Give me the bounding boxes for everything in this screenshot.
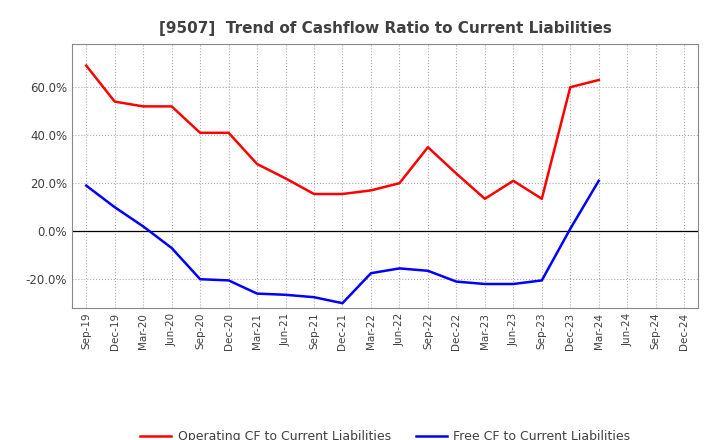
Operating CF to Current Liabilities [423,145,432,150]
Operating CF to Current Liabilities [366,188,375,193]
Operating CF to Current Liabilities [167,104,176,109]
Operating CF to Current Liabilities [480,196,489,202]
Operating CF to Current Liabilities [225,130,233,136]
Free CF to Current Liabilities [452,279,461,284]
Operating CF to Current Liabilities [452,171,461,176]
Free CF to Current Liabilities [139,224,148,229]
Operating CF to Current Liabilities [310,191,318,197]
Free CF to Current Liabilities [480,281,489,286]
Operating CF to Current Liabilities [395,180,404,186]
Free CF to Current Liabilities [196,277,204,282]
Free CF to Current Liabilities [366,271,375,276]
Operating CF to Current Liabilities [566,84,575,90]
Free CF to Current Liabilities [595,178,603,183]
Line: Free CF to Current Liabilities: Free CF to Current Liabilities [86,181,599,303]
Free CF to Current Liabilities [82,183,91,188]
Free CF to Current Liabilities [566,226,575,231]
Legend: Operating CF to Current Liabilities, Free CF to Current Liabilities: Operating CF to Current Liabilities, Fre… [135,425,635,440]
Free CF to Current Liabilities [282,292,290,297]
Operating CF to Current Liabilities [537,196,546,202]
Operating CF to Current Liabilities [338,191,347,197]
Operating CF to Current Liabilities [139,104,148,109]
Operating CF to Current Liabilities [595,77,603,83]
Free CF to Current Liabilities [253,291,261,296]
Operating CF to Current Liabilities [82,63,91,68]
Free CF to Current Liabilities [395,266,404,271]
Operating CF to Current Liabilities [282,176,290,181]
Line: Operating CF to Current Liabilities: Operating CF to Current Liabilities [86,66,599,199]
Operating CF to Current Liabilities [110,99,119,104]
Free CF to Current Liabilities [509,281,518,286]
Free CF to Current Liabilities [537,278,546,283]
Free CF to Current Liabilities [423,268,432,273]
Free CF to Current Liabilities [167,246,176,251]
Free CF to Current Liabilities [338,301,347,306]
Operating CF to Current Liabilities [509,178,518,183]
Title: [9507]  Trend of Cashflow Ratio to Current Liabilities: [9507] Trend of Cashflow Ratio to Curren… [159,21,611,36]
Free CF to Current Liabilities [225,278,233,283]
Operating CF to Current Liabilities [253,161,261,167]
Free CF to Current Liabilities [110,205,119,210]
Free CF to Current Liabilities [310,294,318,300]
Operating CF to Current Liabilities [196,130,204,136]
